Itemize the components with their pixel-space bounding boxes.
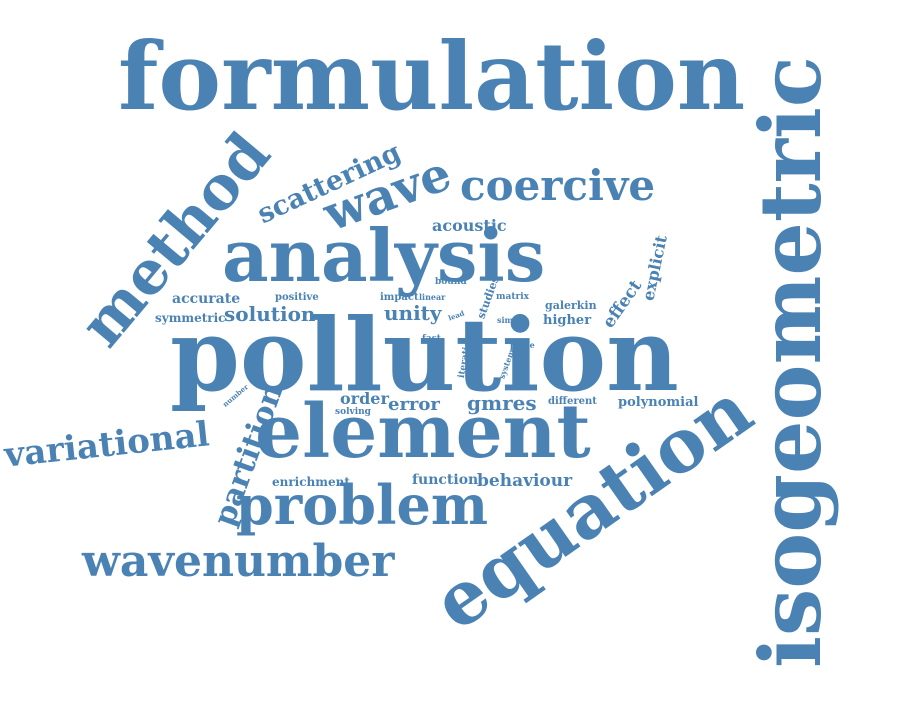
word-formulation: formulation: [118, 22, 746, 132]
word-different: different: [548, 396, 597, 407]
word-impact: impact: [380, 292, 419, 303]
word-wavenumber: wavenumber: [82, 536, 395, 587]
word-higher: higher: [543, 313, 592, 328]
word-behaviour: behaviour: [477, 471, 573, 491]
word-function: function: [412, 472, 479, 488]
word-acoustic: acoustic: [432, 216, 507, 235]
word-solution: solution: [224, 302, 316, 326]
word-fast: fast: [422, 334, 441, 344]
word-element: element: [255, 389, 591, 475]
word-matrix: matrix: [496, 292, 530, 302]
word-unity: unity: [384, 301, 442, 325]
word-isogeometric: isogeometric: [740, 56, 840, 668]
word-plane: plane: [510, 340, 535, 350]
word-polynomial: polynomial: [618, 395, 699, 410]
word-symmetric: symmetric: [155, 311, 226, 325]
word-gmres: gmres: [467, 391, 537, 415]
word-explicit: explicit: [638, 233, 671, 303]
word-positive: positive: [275, 292, 319, 303]
word-analysis: analysis: [222, 213, 546, 298]
word-error: error: [388, 394, 440, 415]
word-similar: similar: [497, 315, 529, 325]
word-bound: bound: [435, 277, 467, 287]
word-pollution: pollution: [170, 296, 679, 414]
word-galerkin: galerkin: [545, 299, 597, 312]
word-coercive: coercive: [460, 161, 656, 210]
word-solving: solving: [335, 407, 371, 417]
word-linear: linear: [419, 292, 446, 302]
word-variational: variational: [2, 414, 212, 476]
word-enrichment: enrichment: [272, 475, 350, 489]
word-order: order: [340, 389, 389, 408]
word-problem: problem: [236, 473, 488, 537]
word-accurate: accurate: [172, 291, 241, 307]
